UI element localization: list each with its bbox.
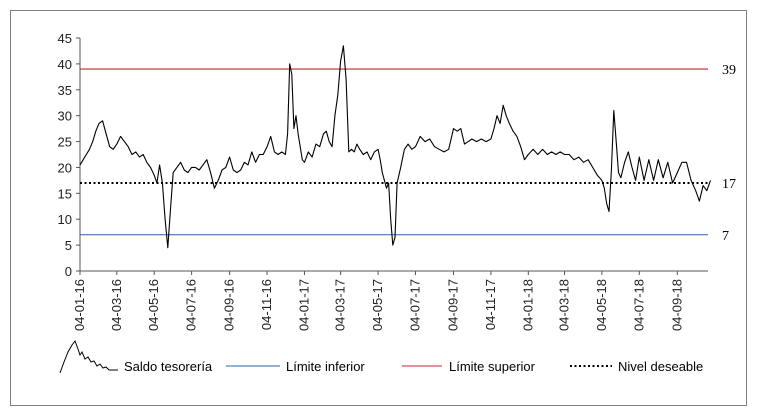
x-tick-label: 04-07-18 [631, 279, 646, 331]
y-tick-label: 5 [65, 238, 72, 253]
x-tick-label: 04-03-17 [333, 279, 348, 331]
x-tick-label: 04-09-17 [445, 279, 460, 331]
legend-swatch-0 [59, 339, 118, 374]
y-tick-label: 35 [58, 83, 72, 98]
x-tick-label: 04-09-16 [222, 279, 237, 331]
x-tick-label: 04-03-16 [109, 279, 124, 331]
y-tick-label: 30 [58, 109, 72, 124]
reference-value-label: 7 [722, 229, 729, 244]
reference-value-label: 39 [722, 63, 736, 78]
reference-value-labels: 39 17 7 [722, 63, 736, 244]
x-tick-label: 04-01-16 [72, 279, 87, 331]
x-tick-labels: 04-01-16 04-03-16 04-05-16 04-07-16 04-09-16… [72, 279, 684, 331]
x-tick-label: 04-01-18 [520, 279, 535, 331]
x-tick-label: 04-01-17 [296, 279, 311, 331]
y-tick-label: 40 [58, 57, 72, 72]
y-tick-label: 15 [58, 186, 72, 201]
x-tick-label: 04-05-16 [146, 279, 161, 331]
y-tick-label: 25 [58, 135, 72, 150]
legend: Saldo tesorería Límite inferior Límite sup… [59, 339, 703, 374]
y-tick-label: 20 [58, 160, 72, 175]
y-tick-label: 0 [65, 264, 72, 279]
legend-label-3: Nivel deseable [618, 359, 703, 374]
x-tick-label: 04-05-17 [370, 279, 385, 331]
x-tick-label: 04-03-18 [556, 279, 571, 331]
chart-frame [10, 10, 747, 406]
series-layer [79, 45, 712, 249]
x-tick-label: 04-11-17 [483, 279, 498, 330]
axes-group [76, 37, 708, 275]
reference-value-label: 17 [722, 177, 736, 192]
legend-label-1: Límite inferior [286, 359, 365, 374]
x-tick-label: 04-07-17 [407, 279, 422, 331]
x-tick-label: 04-05-18 [594, 279, 609, 331]
x-tick-label: 04-11-16 [259, 279, 274, 330]
series-line-0 [79, 45, 712, 249]
y-tick-label: 10 [58, 212, 72, 227]
y-tick-labels: 0 5 10 15 20 25 30 35 40 45 [58, 31, 72, 279]
legend-label-2: Límite superior [449, 359, 536, 374]
reference-lines [80, 68, 708, 236]
legend-label-0: Saldo tesorería [124, 359, 213, 374]
x-tick-label: 04-07-16 [184, 279, 199, 331]
y-tick-label: 45 [58, 31, 72, 46]
x-tick-label: 04-09-18 [669, 279, 684, 331]
